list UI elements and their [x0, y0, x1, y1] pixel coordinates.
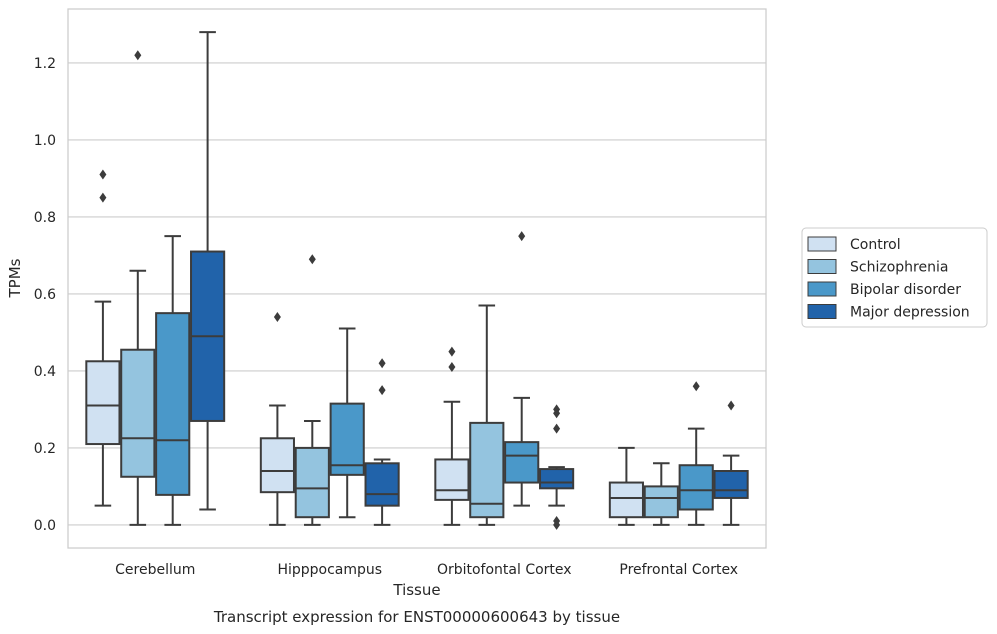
y-tick-label: 1.2	[34, 56, 56, 72]
legend-label: Schizophrenia	[850, 260, 948, 276]
x-tick-label: Hipppocampus	[277, 562, 382, 578]
chart-title: Transcript expression for ENST0000060064…	[213, 608, 620, 626]
outlier-point	[553, 516, 561, 527]
box-0-1	[120, 50, 156, 526]
legend-swatch	[807, 236, 837, 252]
box-3-1	[643, 462, 679, 526]
legend-label: Major depression	[850, 305, 970, 321]
y-tick-label: 0.8	[34, 210, 56, 226]
box-0-2	[155, 235, 191, 526]
box-iqr	[608, 481, 644, 519]
y-tick-label: 0.2	[34, 441, 56, 457]
legend-swatch	[807, 259, 837, 274]
box-iqr	[469, 421, 505, 519]
y-tick-label: 0.0	[34, 518, 56, 534]
y-axis-title: TPMs	[6, 258, 24, 298]
box-1-0	[259, 312, 295, 526]
outlier-point	[99, 169, 107, 180]
y-tick-label: 0.6	[34, 287, 56, 303]
box-1-2	[329, 327, 365, 519]
box-iqr	[434, 458, 470, 501]
outlier-point	[378, 385, 386, 396]
box-iqr	[643, 485, 679, 519]
outlier-point	[553, 404, 561, 415]
plot-frame	[67, 8, 767, 549]
legend-label: Bipolar disorder	[850, 282, 961, 298]
box-iqr	[329, 402, 365, 476]
box-iqr	[678, 464, 714, 511]
outlier-point	[99, 192, 107, 203]
box-1-1	[294, 254, 330, 526]
box-iqr	[294, 446, 330, 519]
box-iqr	[364, 462, 400, 507]
legend: Control Schizophrenia Bipolar disorder Majo…	[801, 227, 988, 328]
y-tick-label: 1.0	[34, 133, 56, 149]
box-2-0	[434, 346, 470, 526]
legend-label: Control	[850, 237, 901, 253]
box-iqr	[85, 360, 121, 446]
y-tick-labels: 0.0 0.2 0.4 0.6 0.8 1.0 1.2	[34, 56, 56, 534]
outlier-point	[448, 346, 456, 357]
outlier-point	[448, 362, 456, 373]
x-tick-label: Prefrontal Cortex	[619, 562, 738, 578]
outlier-point	[378, 358, 386, 369]
outlier-point	[692, 381, 700, 392]
box-iqr	[504, 441, 540, 484]
legend-swatch	[807, 304, 837, 319]
legend-swatch	[807, 281, 837, 297]
box-iqr	[539, 468, 575, 490]
x-axis-title: Tissue	[392, 581, 440, 599]
outlier-point	[553, 423, 561, 434]
outlier-point	[518, 231, 526, 242]
outlier-point	[273, 312, 281, 322]
box-3-2	[678, 381, 714, 526]
box-2-1	[469, 304, 505, 526]
outlier-point	[134, 50, 142, 61]
y-tick-label: 0.4	[34, 364, 56, 380]
box-groups	[85, 31, 749, 530]
box-0-3	[190, 31, 226, 511]
x-tick-labels: Cerebellum Hipppocampus Orbitofontal Corte…	[115, 562, 738, 578]
box-0-0	[85, 169, 121, 507]
box-3-3	[713, 400, 749, 526]
box-iqr	[259, 437, 295, 494]
x-tick-label: Orbitofontal Cortex	[437, 562, 572, 578]
box-2-3	[539, 404, 575, 530]
box-1-3	[364, 358, 400, 526]
box-iqr	[155, 312, 191, 496]
outlier-point	[308, 254, 316, 265]
outlier-point	[727, 400, 735, 411]
box-2-2	[504, 231, 540, 507]
box-3-0	[608, 446, 644, 526]
x-tick-label: Cerebellum	[115, 562, 195, 578]
box-iqr	[713, 470, 749, 499]
box-iqr	[120, 348, 156, 478]
legend-frame	[801, 227, 988, 328]
